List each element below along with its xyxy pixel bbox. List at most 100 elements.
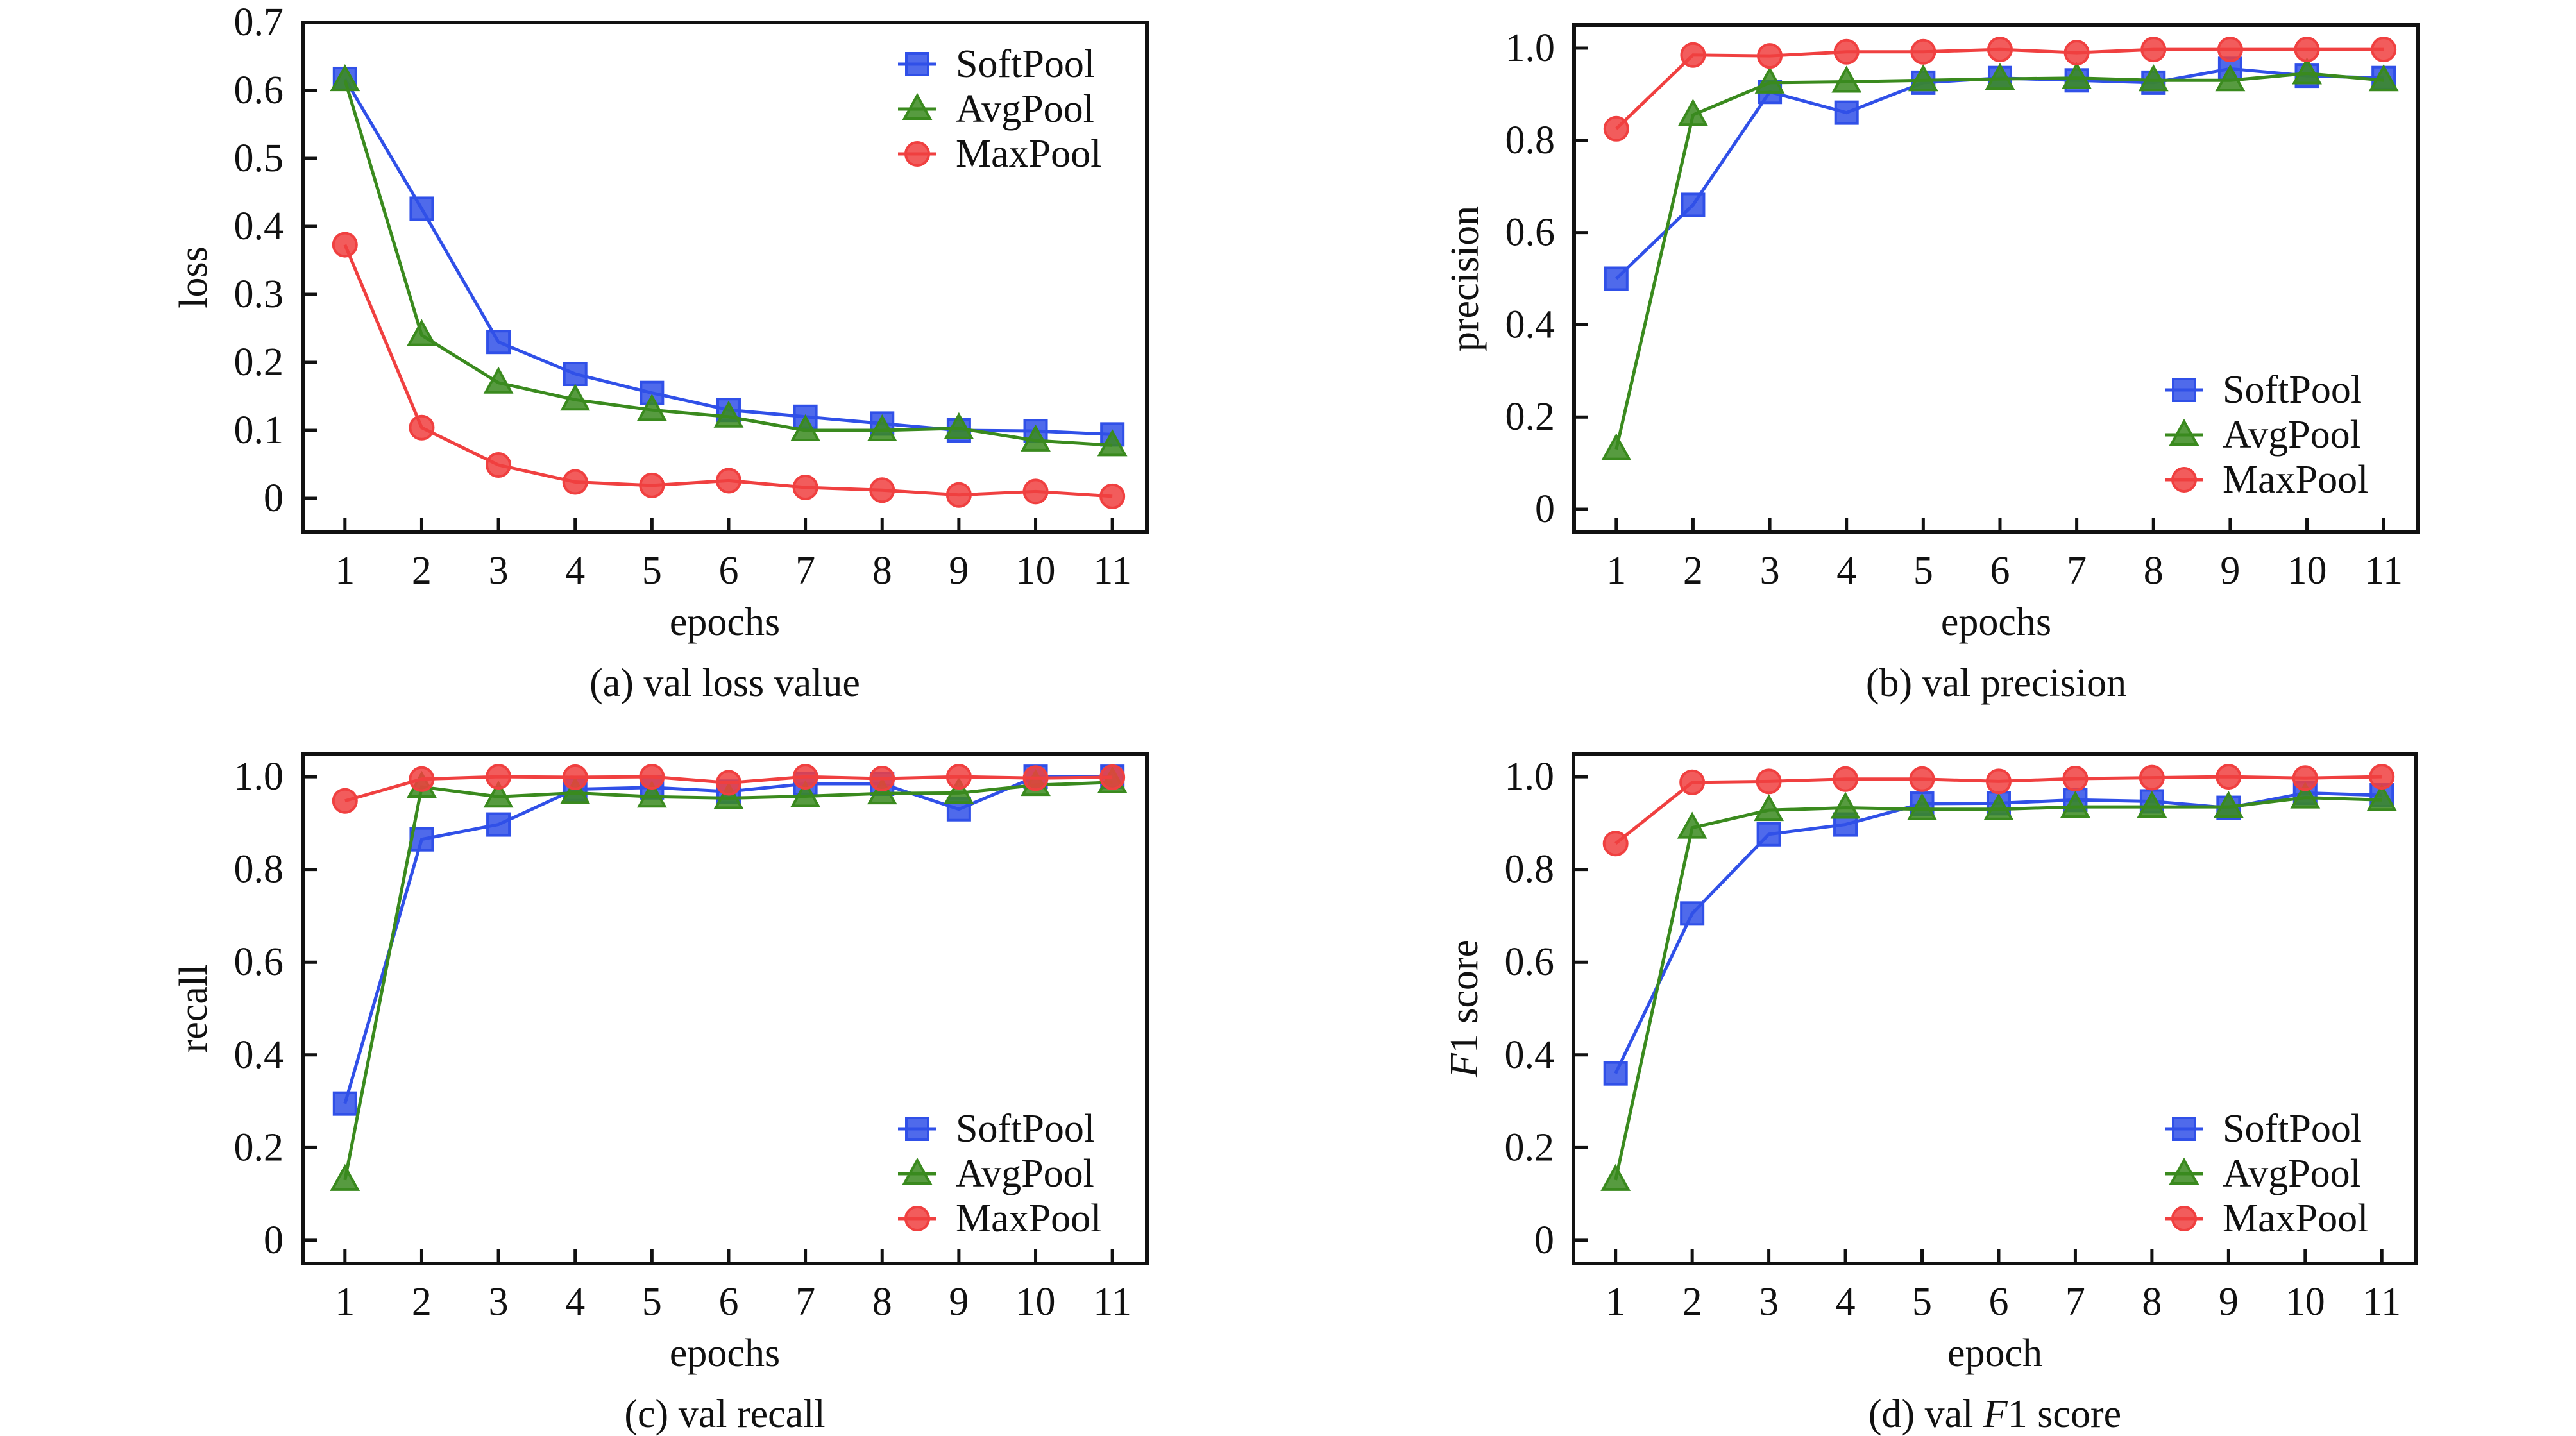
y-tick-label: 1.0 xyxy=(1505,755,1555,798)
y-tick-label: 0.2 xyxy=(234,1126,284,1169)
x-tick-label: 10 xyxy=(2287,549,2327,593)
legend-marker-maxpool xyxy=(904,141,930,167)
y-tick-label: 0 xyxy=(264,477,284,520)
data-point-avgpool xyxy=(790,414,821,441)
y-tick-label: 0.8 xyxy=(234,848,284,891)
x-tick-label: 11 xyxy=(2364,549,2403,593)
y-axis-label: precision xyxy=(1443,206,1487,351)
data-point-maxpool xyxy=(1987,37,2013,63)
legend-marker-softpool xyxy=(2172,1117,2196,1141)
data-point-avgpool xyxy=(2060,790,2090,818)
legend-marker-avgpool xyxy=(2169,418,2199,446)
legend-marker-maxpool xyxy=(904,1206,930,1231)
data-point-maxpool xyxy=(562,469,588,495)
legend-marker-softpool xyxy=(2172,378,2196,402)
data-point-softpool xyxy=(332,1091,357,1116)
data-point-avgpool xyxy=(2292,57,2322,85)
data-point-avgpool xyxy=(560,777,591,804)
chart-caption: (a) val loss value xyxy=(589,661,860,705)
series-maxpool xyxy=(1603,37,2397,142)
data-point-avgpool xyxy=(1907,793,1937,820)
data-point-maxpool xyxy=(2292,765,2318,791)
legend-marker-softpool xyxy=(905,52,929,76)
y-tick-label: 0.6 xyxy=(234,940,284,984)
x-tick-label: 2 xyxy=(412,549,432,593)
data-point-maxpool xyxy=(715,468,741,494)
data-point-avgpool xyxy=(1021,424,1051,452)
x-tick-label: 3 xyxy=(489,1280,509,1324)
data-point-avgpool xyxy=(790,780,821,807)
data-point-maxpool xyxy=(1099,483,1126,509)
data-point-avgpool xyxy=(713,400,744,428)
x-tick-label: 2 xyxy=(412,1280,432,1324)
y-tick-label: 1.0 xyxy=(1505,26,1555,70)
plot-frame xyxy=(1572,752,2418,1265)
data-point-softpool xyxy=(486,330,511,355)
data-point-avgpool xyxy=(330,63,360,92)
data-point-maxpool xyxy=(792,764,818,790)
x-tick-label: 4 xyxy=(565,549,585,593)
y-tick-label: 0 xyxy=(264,1219,284,1262)
data-point-avgpool xyxy=(1754,66,1785,94)
y-tick-label: 0.2 xyxy=(234,341,284,384)
data-point-avgpool xyxy=(1601,433,1632,460)
x-tick-label: 8 xyxy=(872,549,892,593)
data-point-avgpool xyxy=(2368,64,2399,92)
data-point-avgpool xyxy=(483,366,514,394)
data-point-avgpool xyxy=(636,781,667,808)
data-point-maxpool xyxy=(1833,766,1859,792)
x-tick-label: 1 xyxy=(1606,1280,1625,1324)
y-tick-label: 0.3 xyxy=(234,273,284,316)
data-point-maxpool xyxy=(2140,37,2167,63)
series-softpool xyxy=(332,764,1125,1116)
data-point-avgpool xyxy=(1097,429,1128,457)
y-tick-label: 0.2 xyxy=(1505,1126,1555,1169)
x-tick-label: 3 xyxy=(1760,549,1780,593)
data-point-maxpool xyxy=(792,475,818,501)
y-axis-label: F1 score xyxy=(1443,940,1486,1078)
chart-panel-b: 0 0.2 0.4 0.6 0.8 1.0 1 2 3 4 5 6 7 8 9 10 11 epochs preci… xyxy=(1443,23,2420,705)
x-tick-label: 5 xyxy=(642,1280,662,1324)
x-tick-label: 7 xyxy=(795,1280,815,1324)
x-tick-label: 9 xyxy=(949,1280,969,1324)
plot-frame xyxy=(1572,23,2420,534)
y-tick-label: 0.8 xyxy=(1505,119,1555,162)
data-point-avgpool xyxy=(1830,791,1861,819)
y-tick-label: 0.2 xyxy=(1505,395,1555,439)
data-point-maxpool xyxy=(639,472,665,498)
data-point-avgpool xyxy=(2138,64,2169,92)
series-line-softpool xyxy=(1614,791,2382,1074)
legend-label: SoftPool xyxy=(2223,368,2362,412)
legend-label: AvgPool xyxy=(2223,1152,2361,1195)
y-tick-label: 0.6 xyxy=(1505,211,1555,255)
x-tick-label: 5 xyxy=(1912,1280,1932,1324)
data-point-avgpool xyxy=(1908,64,1938,92)
x-axis-label: epochs xyxy=(1941,600,2051,644)
chart-panel-c: 0 0.2 0.4 0.6 0.8 1.0 1 2 3 4 5 6 7 8 9 10 11 epochs recal… xyxy=(172,752,1149,1436)
data-point-avgpool xyxy=(2213,790,2244,818)
x-tick-label: 4 xyxy=(1836,1280,1856,1324)
data-point-avgpool xyxy=(713,782,744,809)
data-point-maxpool xyxy=(869,766,895,792)
chart-caption: (c) val recall xyxy=(624,1392,825,1436)
legend-marker-avgpool xyxy=(902,1157,933,1185)
data-point-maxpool xyxy=(2062,766,2089,792)
data-point-avgpool xyxy=(1677,811,1707,839)
legend-label: MaxPool xyxy=(956,1197,1101,1240)
data-point-maxpool xyxy=(2063,40,2090,66)
data-point-softpool xyxy=(1681,192,1706,217)
x-tick-label: 11 xyxy=(1093,549,1131,593)
legend-label: SoftPool xyxy=(956,42,1095,86)
x-tick-label: 1 xyxy=(335,1280,355,1324)
data-point-maxpool xyxy=(945,764,972,790)
data-point-avgpool xyxy=(636,394,667,421)
data-point-avgpool xyxy=(867,777,897,805)
series-maxpool xyxy=(1602,764,2395,857)
x-tick-label: 9 xyxy=(2219,1280,2239,1324)
data-point-maxpool xyxy=(2216,764,2242,790)
data-point-maxpool xyxy=(2139,764,2165,791)
data-point-avgpool xyxy=(560,384,591,411)
data-point-avgpool xyxy=(2062,62,2092,89)
